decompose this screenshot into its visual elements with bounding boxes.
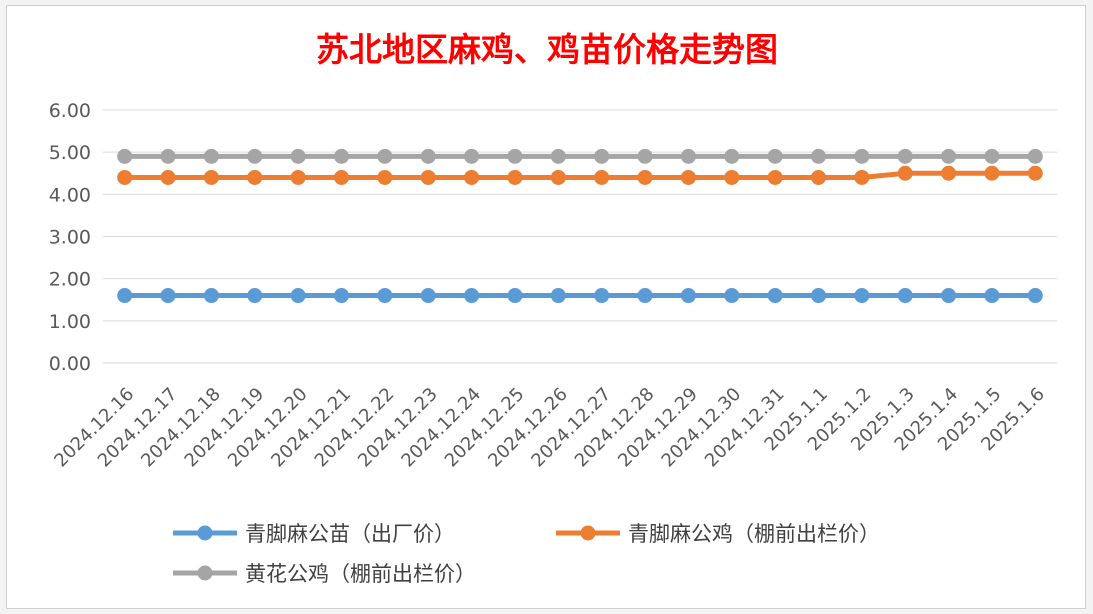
- legend-label: 黄花公鸡（棚前出栏价）: [245, 562, 476, 586]
- data-point: [941, 288, 957, 304]
- legend-label: 青脚麻公苗（出厂价）: [245, 522, 455, 546]
- legend: 青脚麻公苗（出厂价） 青脚麻公鸡（棚前出栏价） 黄花公鸡（棚前出栏价）: [173, 522, 880, 586]
- data-point: [811, 169, 826, 185]
- data-point: [724, 169, 740, 185]
- data-point: [550, 169, 566, 185]
- data-point: [464, 288, 480, 304]
- data-point: [117, 148, 133, 164]
- y-tick-label: 5.00: [49, 142, 91, 164]
- data-point: [767, 169, 783, 185]
- data-point: [117, 169, 133, 185]
- legend-item: 黄花公鸡（棚前出栏价）: [173, 562, 476, 586]
- legend-item: 青脚麻公苗（出厂价）: [173, 522, 455, 546]
- y-tick-label: 6.00: [49, 100, 91, 122]
- data-point: [594, 288, 610, 304]
- legend-marker: [197, 565, 213, 581]
- data-point: [203, 288, 219, 304]
- data-point: [811, 148, 826, 164]
- data-point: [290, 169, 306, 185]
- y-tick-label: 1.00: [49, 311, 91, 333]
- data-point: [854, 169, 870, 185]
- data-point: [550, 288, 566, 304]
- data-point: [984, 165, 1000, 181]
- data-point: [420, 169, 436, 185]
- x-axis-ticks: 2024.12.162024.12.172024.12.182024.12.19…: [50, 384, 1048, 472]
- data-point: [724, 148, 740, 164]
- data-point: [680, 148, 696, 164]
- y-tick-label: 2.00: [49, 269, 91, 291]
- data-point: [334, 148, 349, 164]
- data-point: [203, 169, 219, 185]
- data-point: [1027, 165, 1043, 181]
- data-point: [767, 288, 783, 304]
- legend-item: 青脚麻公鸡（棚前出栏价）: [556, 522, 880, 546]
- y-axis-ticks: 0.00 1.00 2.00 3.00 4.00 5.00 6.00: [49, 100, 91, 375]
- data-point: [724, 288, 740, 304]
- data-point: [550, 148, 566, 164]
- gridlines: [103, 109, 1057, 364]
- data-point: [160, 148, 176, 164]
- data-point: [854, 148, 870, 164]
- legend-marker: [580, 525, 596, 541]
- data-point: [767, 148, 783, 164]
- legend-label: 青脚麻公鸡（棚前出栏价）: [628, 522, 880, 546]
- data-point: [897, 288, 913, 304]
- data-point: [637, 288, 653, 304]
- data-point: [247, 288, 263, 304]
- series-3: [117, 148, 1043, 164]
- data-point: [941, 165, 957, 181]
- data-point: [247, 148, 263, 164]
- series-1: [117, 288, 1043, 304]
- data-point: [941, 148, 957, 164]
- data-point: [377, 148, 393, 164]
- y-tick-label: 0.00: [49, 353, 91, 375]
- data-point: [290, 148, 306, 164]
- data-point: [984, 288, 1000, 304]
- chart-area: 苏北地区麻鸡、鸡苗价格走势图 0.00 1.00 2.00 3.00 4.00 5.00 6…: [6, 5, 1086, 609]
- data-point: [377, 288, 393, 304]
- data-point: [897, 148, 913, 164]
- legend-marker: [197, 525, 213, 541]
- data-point: [594, 169, 610, 185]
- series-lines: [117, 148, 1043, 304]
- data-point: [1027, 288, 1043, 304]
- data-point: [203, 148, 219, 164]
- data-point: [420, 148, 436, 164]
- data-point: [334, 288, 349, 304]
- data-point: [811, 288, 826, 304]
- data-point: [420, 288, 436, 304]
- data-point: [160, 288, 176, 304]
- data-point: [854, 288, 870, 304]
- data-point: [464, 169, 480, 185]
- data-point: [680, 288, 696, 304]
- data-point: [464, 148, 480, 164]
- data-point: [290, 288, 306, 304]
- data-point: [507, 148, 523, 164]
- chart-title: 苏北地区麻鸡、鸡苗价格走势图: [316, 30, 778, 69]
- data-point: [507, 169, 523, 185]
- y-tick-label: 3.00: [49, 227, 91, 249]
- y-tick-label: 4.00: [49, 184, 91, 206]
- data-point: [1027, 148, 1043, 164]
- data-point: [377, 169, 393, 185]
- series-2: [117, 165, 1043, 185]
- data-point: [637, 169, 653, 185]
- data-point: [117, 288, 133, 304]
- data-point: [594, 148, 610, 164]
- chart-svg: 苏北地区麻鸡、鸡苗价格走势图 0.00 1.00 2.00 3.00 4.00 5.00 6…: [49, 30, 1057, 586]
- series-line: [124, 170, 1036, 180]
- data-point: [247, 169, 263, 185]
- data-point: [160, 169, 176, 185]
- data-point: [984, 148, 1000, 164]
- data-point: [334, 169, 349, 185]
- data-point: [637, 148, 653, 164]
- data-point: [680, 169, 696, 185]
- data-point: [507, 288, 523, 304]
- data-point: [897, 165, 913, 181]
